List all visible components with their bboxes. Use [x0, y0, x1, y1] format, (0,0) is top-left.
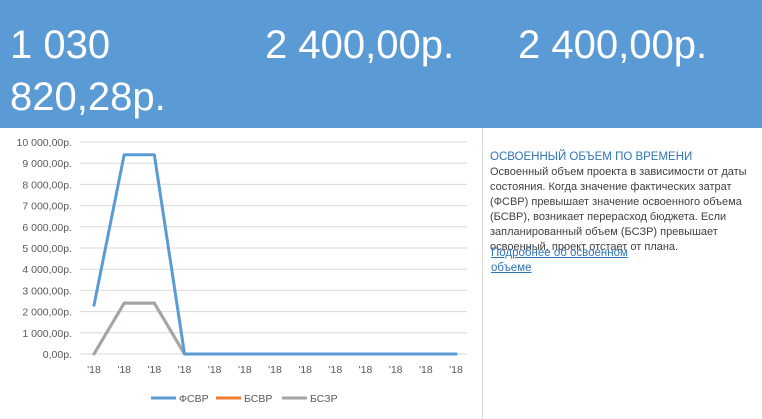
y-tick-label: 3 000,00р.	[22, 285, 72, 297]
x-tick-label: '18	[87, 364, 101, 376]
y-tick-label: 2 000,00р.	[22, 307, 72, 319]
chart-canvas: 0,00р. 1 000,00р. 2 000,00р. 3 000,00р. 4 00…	[17, 137, 467, 405]
y-tick-label: 0,00р.	[43, 349, 72, 361]
earned-value-chart[interactable]: 0,00р. 1 000,00р. 2 000,00р. 3 000,00р. 4 00…	[0, 128, 483, 419]
legend-label: БСВР	[244, 393, 272, 405]
info-panel: ОСВОЕННЫЙ ОБЪЕМ ПО ВРЕМЕНИ Освоенный объ…	[490, 150, 762, 255]
x-tick-label: '18	[117, 364, 131, 376]
y-tick-label: 4 000,00р.	[22, 264, 72, 276]
y-axis-ticks: 0,00р. 1 000,00р. 2 000,00р. 3 000,00р. 4 00…	[17, 137, 72, 361]
legend-item[interactable]: БСЗР	[282, 393, 338, 405]
legend-label: БСЗР	[310, 393, 338, 405]
chart-gridlines	[80, 141, 467, 355]
x-tick-label: '18	[238, 364, 252, 376]
x-axis-ticks: '18 '18 '18 '18 '18 '18 '18 '18 '18 '18 '18 '18 '18	[87, 364, 463, 376]
x-tick-label: '18	[178, 364, 192, 376]
y-tick-label: 1 000,00р.	[22, 328, 72, 340]
metrics-banner: 1 030 820,28р. 2 400,00р. 2 400,00р.	[0, 0, 762, 128]
y-tick-label: 6 000,00р.	[22, 222, 72, 234]
y-tick-label: 5 000,00р.	[22, 243, 72, 255]
metric-planned-value: 2 400,00р.	[518, 23, 708, 67]
y-tick-label: 9 000,00р.	[22, 158, 72, 170]
x-tick-label: '18	[389, 364, 403, 376]
legend-label: ФСВР	[179, 393, 209, 405]
chart-series	[92, 153, 458, 356]
legend-item[interactable]: ФСВР	[151, 393, 209, 405]
series-line-1	[92, 153, 458, 356]
chart-legend[interactable]: ФСВР БСВР БСЗР	[151, 393, 338, 405]
legend-item[interactable]: БСВР	[216, 393, 272, 405]
metric-earned-value: 2 400,00р.	[265, 23, 455, 67]
y-tick-label: 7 000,00р.	[22, 201, 72, 213]
series-line-2	[92, 301, 458, 356]
y-tick-label: 8 000,00р.	[22, 179, 72, 191]
x-tick-label: '18	[208, 364, 222, 376]
x-tick-label: '18	[359, 364, 373, 376]
info-description: Освоенный объем проекта в зависимости от…	[490, 166, 747, 253]
x-tick-label: '18	[328, 364, 342, 376]
info-title: ОСВОЕННЫЙ ОБЪЕМ ПО ВРЕМЕНИ	[490, 151, 693, 163]
x-tick-label: '18	[298, 364, 312, 376]
series-line-3	[92, 301, 458, 356]
x-tick-label: '18	[268, 364, 282, 376]
learn-more-link[interactable]: Подробнее об освоенном объеме	[491, 247, 628, 274]
x-tick-label: '18	[147, 364, 161, 376]
x-tick-label: '18	[449, 364, 463, 376]
metric-actual-cost: 1 030 820,28р.	[10, 23, 166, 119]
x-tick-label: '18	[419, 364, 433, 376]
y-tick-label: 10 000,00р.	[17, 137, 72, 149]
